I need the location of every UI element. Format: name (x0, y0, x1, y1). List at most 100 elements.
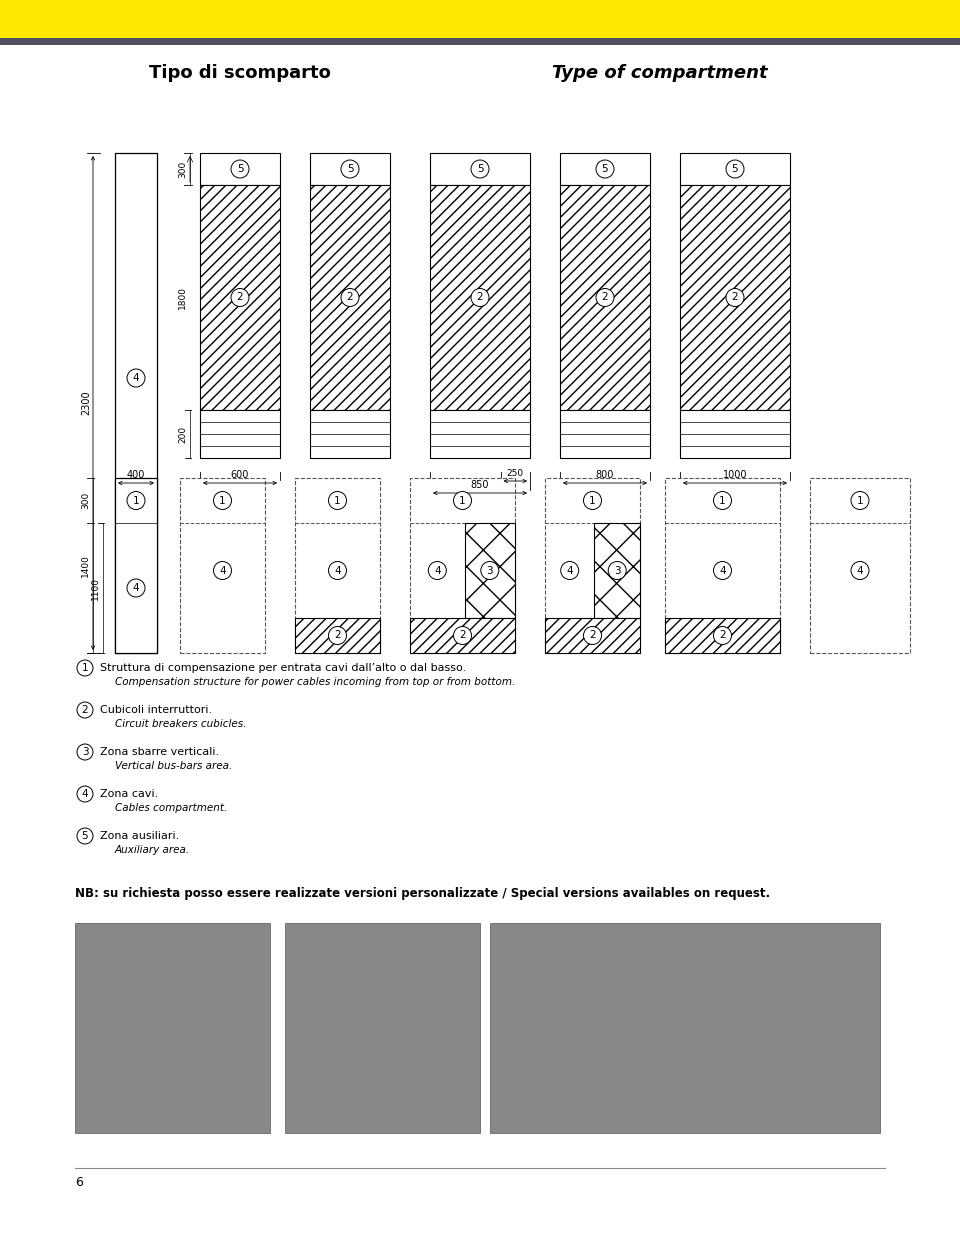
Text: 300: 300 (178, 160, 187, 178)
Bar (200, 153, 280, 185)
Bar (410, 618, 515, 653)
Bar (680, 411, 790, 457)
Text: 2: 2 (477, 292, 483, 302)
Text: 1: 1 (459, 496, 466, 506)
Bar (665, 618, 780, 653)
Text: 1: 1 (132, 496, 139, 506)
Bar (295, 618, 380, 653)
Bar (115, 478, 157, 653)
Bar (200, 411, 280, 457)
Text: 1400: 1400 (81, 554, 90, 577)
Text: 2: 2 (347, 292, 353, 302)
Circle shape (561, 561, 579, 580)
Bar (285, 924, 480, 1133)
Bar (410, 478, 515, 653)
Text: 4: 4 (132, 583, 139, 593)
Text: 1: 1 (219, 496, 226, 506)
Text: 5: 5 (347, 164, 353, 174)
Text: 2: 2 (602, 292, 609, 302)
Bar (560, 153, 650, 185)
Circle shape (713, 626, 732, 645)
Circle shape (428, 561, 446, 580)
Text: Circuit breakers cubicles.: Circuit breakers cubicles. (115, 719, 247, 729)
Text: 2: 2 (589, 630, 596, 640)
Bar (430, 411, 530, 457)
Circle shape (453, 492, 471, 509)
Circle shape (213, 492, 231, 509)
Text: 1: 1 (719, 496, 726, 506)
Bar (295, 478, 380, 653)
Text: 5: 5 (732, 164, 738, 174)
Bar (430, 153, 530, 185)
Bar (545, 618, 640, 653)
Text: 2: 2 (459, 630, 466, 640)
Circle shape (77, 829, 93, 845)
Bar (545, 478, 640, 653)
Text: 4: 4 (719, 566, 726, 576)
Circle shape (231, 289, 249, 307)
Text: 3: 3 (487, 566, 493, 576)
Text: 200: 200 (178, 425, 187, 443)
Bar (560, 411, 650, 457)
Text: 4: 4 (334, 566, 341, 576)
Bar (810, 478, 910, 653)
Text: 5: 5 (477, 164, 483, 174)
Circle shape (609, 561, 626, 580)
Text: 5: 5 (82, 831, 88, 841)
Text: 2: 2 (334, 630, 341, 640)
Bar (0, 38, 960, 44)
Circle shape (713, 561, 732, 580)
Text: 4: 4 (132, 374, 139, 383)
Text: NB: su richiesta posso essere realizzate versioni personalizzate / Special versi: NB: su richiesta posso essere realizzate… (75, 887, 770, 900)
Text: 4: 4 (219, 566, 226, 576)
Text: 250: 250 (507, 469, 524, 477)
Circle shape (726, 289, 744, 307)
Bar (665, 478, 780, 653)
Text: 1: 1 (334, 496, 341, 506)
Bar (680, 185, 790, 411)
Text: Cubicoli interruttori.: Cubicoli interruttori. (100, 705, 212, 715)
Circle shape (453, 626, 471, 645)
Text: 2: 2 (732, 292, 738, 302)
Circle shape (341, 160, 359, 178)
Circle shape (127, 580, 145, 597)
Text: 6: 6 (75, 1176, 83, 1190)
Text: 4: 4 (434, 566, 441, 576)
Text: Struttura di compensazione per entrata cavi dall’alto o dal basso.: Struttura di compensazione per entrata c… (100, 663, 467, 673)
Text: Type of compartment: Type of compartment (552, 64, 768, 83)
Text: 2: 2 (237, 292, 243, 302)
Bar (490, 924, 880, 1133)
Text: 5: 5 (237, 164, 243, 174)
Text: Zona sbarre verticali.: Zona sbarre verticali. (100, 747, 219, 757)
Circle shape (713, 492, 732, 509)
Circle shape (584, 626, 602, 645)
Text: Cables compartment.: Cables compartment. (115, 803, 228, 813)
Circle shape (328, 561, 347, 580)
Text: 2: 2 (82, 705, 88, 715)
Circle shape (481, 561, 499, 580)
Circle shape (726, 160, 744, 178)
Bar (75, 924, 270, 1133)
Text: 1800: 1800 (178, 286, 187, 309)
Text: 800: 800 (596, 470, 614, 480)
Circle shape (77, 785, 93, 801)
Circle shape (584, 492, 602, 509)
Circle shape (77, 743, 93, 760)
Text: 1: 1 (82, 663, 88, 673)
Circle shape (596, 160, 614, 178)
Text: Zona ausiliari.: Zona ausiliari. (100, 831, 180, 841)
Bar (180, 478, 265, 653)
Bar (310, 185, 390, 411)
Circle shape (231, 160, 249, 178)
Text: 4: 4 (82, 789, 88, 799)
Circle shape (77, 660, 93, 676)
Text: 1: 1 (589, 496, 596, 506)
Bar (115, 153, 157, 653)
Circle shape (851, 492, 869, 509)
Circle shape (596, 289, 614, 307)
Text: 5: 5 (602, 164, 609, 174)
Circle shape (213, 561, 231, 580)
Bar (560, 185, 650, 411)
Text: 1000: 1000 (723, 470, 747, 480)
Circle shape (471, 160, 489, 178)
